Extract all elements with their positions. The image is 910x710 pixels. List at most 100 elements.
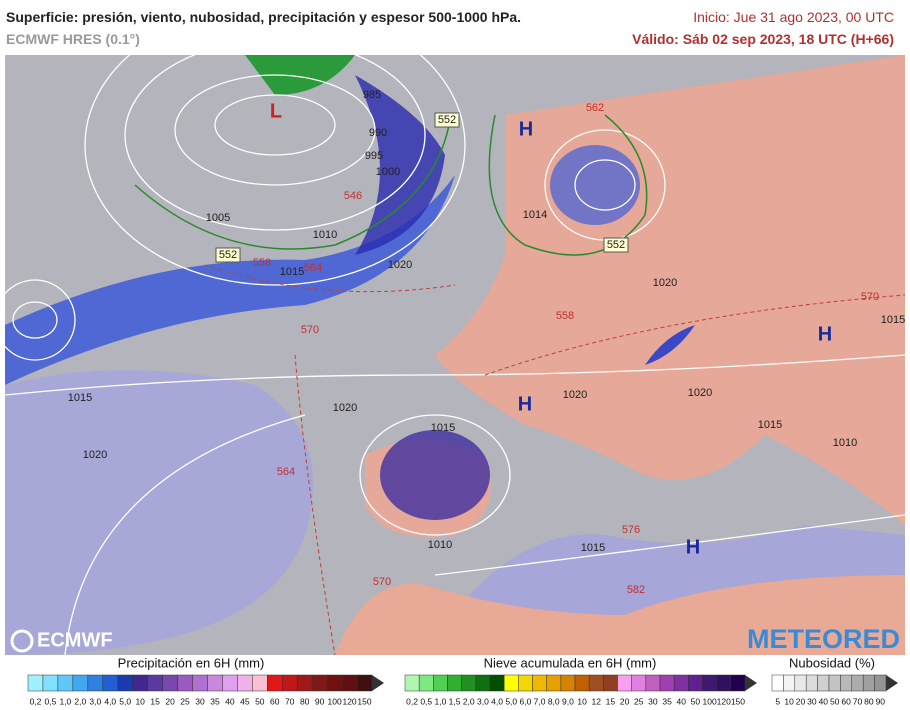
low-center: L (270, 100, 282, 122)
precip-baltic (550, 145, 640, 225)
isobar-label: 985 (363, 89, 381, 101)
legend-swatch (162, 674, 178, 692)
legend-label: 35 (662, 696, 672, 706)
legend-label: 12 (592, 696, 602, 706)
legend-swatch (147, 674, 163, 692)
legend-label: 8,0 (548, 696, 560, 706)
legend-swatch (840, 674, 853, 692)
legend-swatch (805, 674, 818, 692)
legend-swatch (588, 674, 604, 692)
legend-label: 20 (165, 696, 175, 706)
legend-label: 40 (819, 696, 829, 706)
legend-swatch (688, 674, 703, 692)
isobar-label: 1014 (523, 209, 547, 221)
thickness-label: 546 (344, 190, 362, 202)
legend-area: Precipitación en 6H (mm)0,2 0,5 1,0 2,0 3,0 4… (27, 655, 898, 706)
thickness-label: 564 (277, 466, 295, 478)
isobar-label: 1015 (280, 266, 304, 278)
legend-swatch (851, 674, 864, 692)
thickness-box-label: 552 (219, 249, 237, 261)
legend-label: 90 (315, 696, 325, 706)
legend-label: 0,2 (30, 696, 42, 706)
isobar-label: 1000 (376, 166, 400, 178)
legend-label: 4,0 (104, 696, 116, 706)
legend-swatch (72, 674, 89, 692)
legend-swatch (87, 674, 104, 692)
logo-ecmwf-icon (10, 629, 34, 653)
legend-swatch (716, 674, 732, 692)
legend-swatch (794, 674, 807, 692)
thickness-label: 582 (627, 584, 645, 596)
legend-swatch (57, 674, 74, 692)
legend-swatch (267, 674, 283, 692)
legend-label: 70 (285, 696, 295, 706)
legend-swatch (117, 674, 133, 692)
legend-label: 3,0 (477, 696, 489, 706)
precip-storm (380, 430, 490, 520)
legend-swatch (874, 674, 887, 692)
legend-label: 1,0 (59, 696, 71, 706)
thickness-lines (204, 264, 905, 655)
legend-swatch (326, 674, 343, 692)
legend-label: 60 (841, 696, 851, 706)
thickness-box-label: 552 (438, 114, 456, 126)
thickness-label: 558 (253, 257, 271, 269)
legend-label: 6,0 (520, 696, 532, 706)
thickness-box (603, 237, 629, 253)
isobar-label: 995 (365, 150, 383, 162)
legend-label: 30 (648, 696, 658, 706)
legend-swatch (518, 674, 533, 692)
legend-label: 3,0 (89, 696, 101, 706)
legend-label: 0,5 (420, 696, 432, 706)
legend-swatch (311, 674, 328, 692)
legend-arrow (372, 675, 384, 691)
legend-swatch (817, 674, 830, 692)
legend-swatch (475, 674, 491, 692)
isobar-label: 1010 (428, 539, 452, 551)
high-center: H (519, 118, 533, 140)
legend-label: 15 (606, 696, 616, 706)
logo-ecmwf: ECMWF (37, 629, 113, 651)
precip-band (5, 175, 455, 385)
legend-label: 80 (864, 696, 874, 706)
land-africa (335, 575, 905, 655)
legend-swatch (341, 674, 358, 692)
legend-label: 150 (731, 696, 745, 706)
legend-label: 120 (342, 696, 356, 706)
contour-552 (134, 114, 648, 256)
legend-label: 30 (807, 696, 817, 706)
high-center: H (818, 323, 832, 345)
snow-greenland (245, 55, 355, 95)
legend-label: 90 (876, 696, 886, 706)
subtitle: ECMWF HRES (0.1°) (6, 31, 140, 47)
legend-swatch (730, 674, 746, 692)
legend-swatch (574, 674, 590, 692)
legend-swatch (617, 674, 632, 692)
legend-swatch (673, 674, 689, 692)
legend-swatch (771, 674, 784, 692)
title: Superficie: presión, viento, nubosidad, … (6, 9, 522, 25)
legend-label: 10 (135, 696, 145, 706)
legend-label: 60 (270, 696, 280, 706)
legend-swatch (862, 674, 875, 692)
isobar-label: 1020 (688, 387, 712, 399)
legend-label: 10 (577, 696, 587, 706)
legend-swatch (42, 674, 59, 692)
legend-swatch (356, 674, 373, 692)
thickness-label: 562 (586, 102, 604, 114)
isobar-label: 1005 (206, 212, 230, 224)
isobar-label: 990 (369, 127, 387, 139)
legend-label: 50 (691, 696, 701, 706)
legend-swatch (296, 674, 313, 692)
legend-label: 45 (240, 696, 250, 706)
legend-swatch (222, 674, 238, 692)
legend-label: 100 (702, 696, 716, 706)
legend-label: 0,5 (45, 696, 57, 706)
legend-swatch (702, 674, 717, 692)
legend-label: 2,0 (74, 696, 86, 706)
thickness-label: 570 (301, 324, 319, 336)
isobars (5, 55, 905, 655)
legend-label: 4,0 (491, 696, 503, 706)
legend-label: 35 (210, 696, 220, 706)
logo-meteored: METEORED (747, 624, 900, 654)
